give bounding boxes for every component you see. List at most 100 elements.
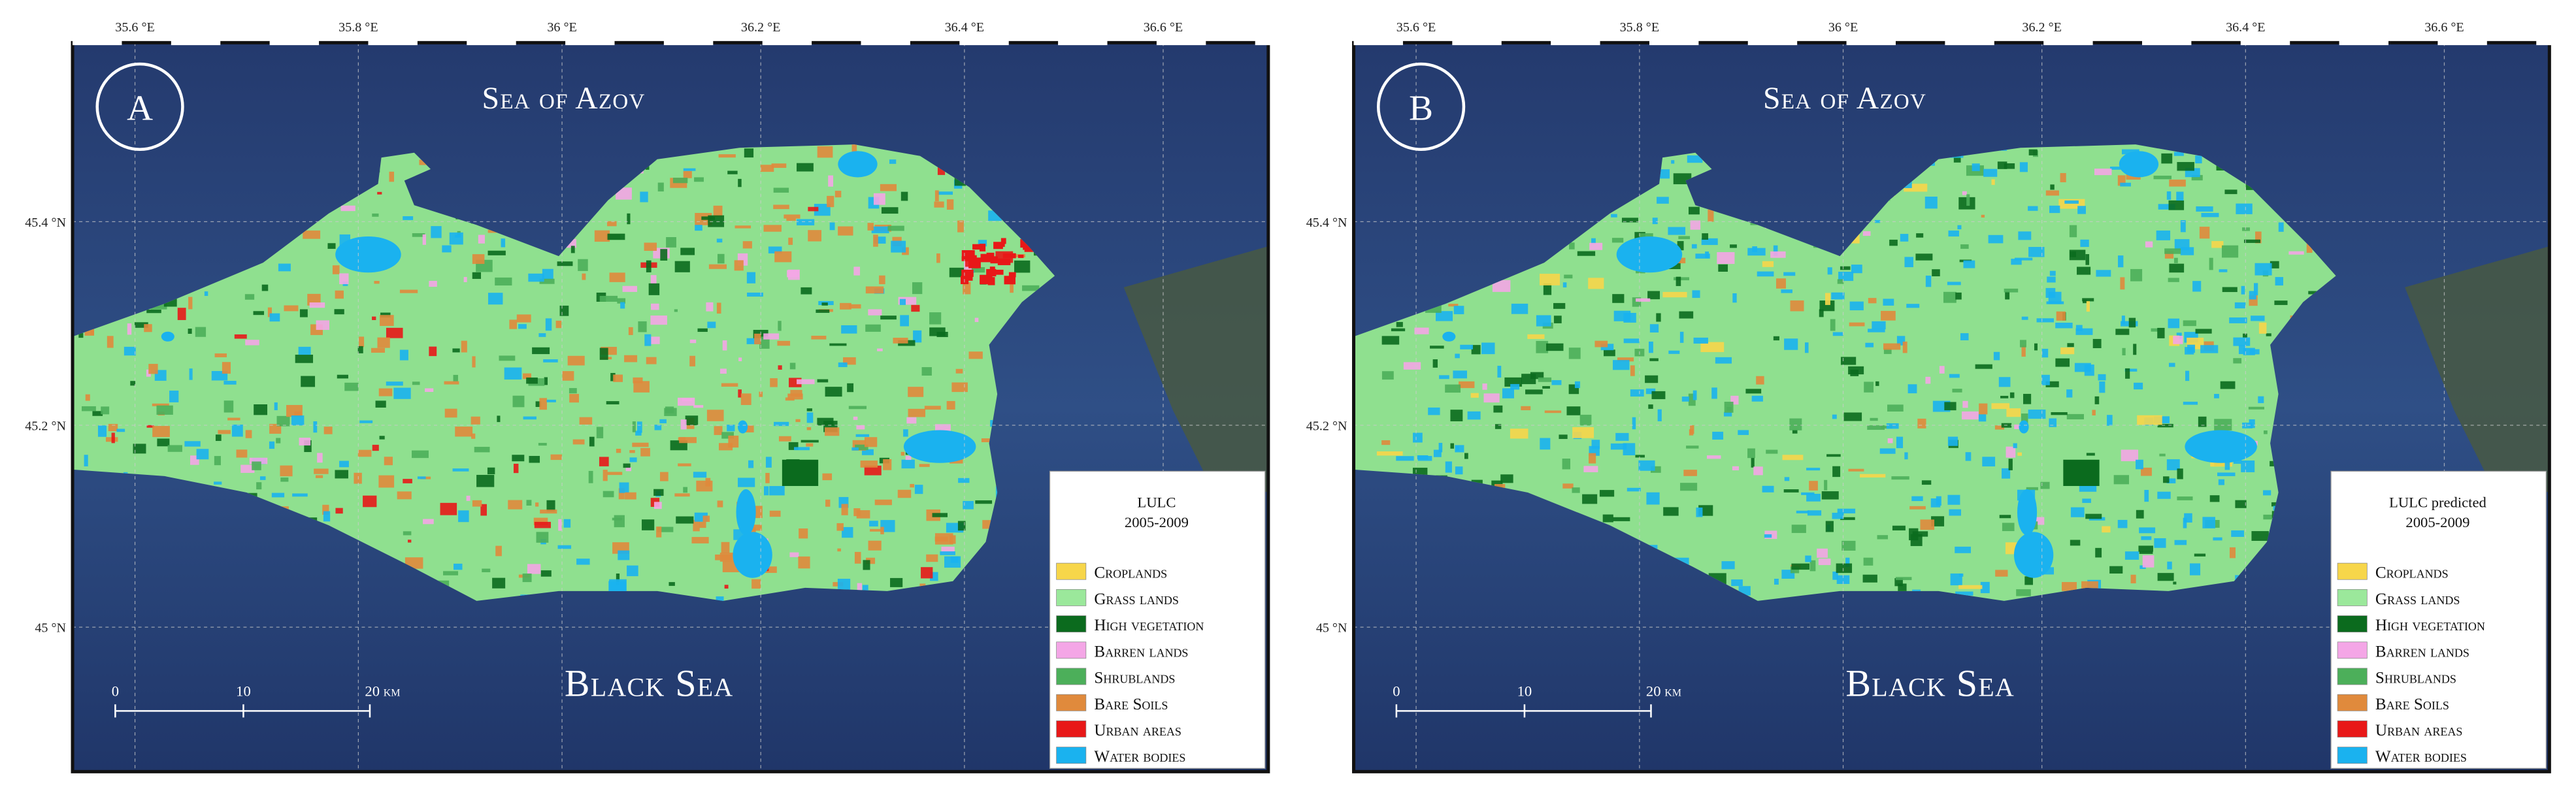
land-cover-patch [737,477,755,487]
land-cover-patch [1962,411,1979,420]
land-cover-patch [1809,481,1818,491]
land-cover-patch [786,218,796,221]
land-cover-patch [377,191,382,195]
urban-patch [990,269,1004,275]
land-cover-patch [724,585,729,589]
legend-swatch [2337,668,2368,685]
land-cover-patch [1711,387,1717,399]
land-cover-patch [1604,349,1615,357]
land-cover-patch [1652,218,1658,225]
land-cover-patch [2048,291,2062,304]
legend-label: Bare Soils [2375,696,2449,713]
land-cover-patch [1464,453,1468,459]
land-cover-patch [2002,523,2015,532]
land-cover-patch [116,429,125,432]
land-cover-patch [1546,343,1564,351]
land-cover-patch [1955,292,1962,300]
land-cover-patch [535,401,541,408]
land-cover-patch [363,495,377,508]
land-cover-patch [2169,179,2186,187]
land-cover-patch [926,554,938,562]
land-cover-patch [893,338,908,344]
land-cover-patch [588,470,593,483]
land-cover-patch [476,474,495,487]
land-cover-patch [1949,509,1962,516]
land-cover-patch [557,545,572,549]
land-cover-patch [1983,169,1998,177]
land-cover-patch [1955,591,1973,596]
land-cover-patch [934,190,939,202]
land-cover-patch [2241,285,2245,295]
land-cover-patch [1841,540,1856,551]
land-cover-patch [1649,324,1659,333]
land-cover-patch [1455,466,1463,475]
land-cover-patch [853,508,861,517]
land-cover-patch [2213,537,2222,541]
land-cover-patch [412,233,425,237]
land-cover-patch [1483,393,1500,403]
land-cover-patch [1010,283,1014,293]
land-cover-patch [1510,383,1520,390]
land-cover-patch [314,468,329,474]
land-cover-patch [1417,455,1428,460]
urban-patch [974,259,981,268]
land-cover-patch [2113,475,2129,485]
land-cover-patch [2049,205,2060,214]
land-cover-patch [223,381,237,385]
land-cover-patch [444,408,457,418]
land-cover-patch [461,340,467,353]
land-cover-patch [919,464,930,467]
land-cover-patch [656,526,662,538]
land-cover-patch [1621,218,1638,223]
land-cover-patch [754,333,761,345]
legend-title: LULC predicted [2389,494,2486,511]
land-cover-patch [144,324,152,332]
land-cover-patch [2050,184,2055,190]
land-cover-patch [1649,358,1659,361]
land-cover-patch [716,596,724,601]
land-cover-patch [674,309,678,312]
land-cover-patch [1589,242,1603,250]
water-body [736,489,756,536]
land-cover-patch [865,286,884,294]
land-cover-patch [2258,396,2264,404]
land-cover-patch [1988,235,2004,244]
land-cover-patch [152,403,169,406]
land-cover-patch [974,317,979,322]
land-cover-patch [2166,459,2180,470]
land-cover-patch [672,178,688,184]
land-cover-patch [693,472,707,478]
land-cover-patch [798,556,810,569]
land-cover-patch [267,307,272,317]
land-cover-patch [240,464,255,473]
land-cover-patch [1591,238,1596,244]
legend-title: LULC [1137,494,1176,511]
land-cover-patch [746,272,756,283]
land-cover-patch [607,472,623,476]
land-cover-patch [2263,490,2271,496]
land-cover-patch [1615,432,1629,441]
land-cover-patch [146,310,161,314]
land-cover-patch [632,442,649,447]
land-cover-patch [2120,182,2131,187]
land-cover-patch [629,450,635,453]
land-cover-patch [765,457,772,468]
land-cover-patch [223,400,234,413]
land-cover-patch [618,488,625,500]
lon-tick-label: 36 °E [547,20,576,35]
legend-label: Urban areas [1094,722,1181,739]
land-cover-patch [2249,419,2255,429]
land-cover-patch [787,393,803,400]
land-cover-patch [825,499,831,507]
land-cover-patch [865,324,881,332]
land-cover-patch [706,410,724,421]
land-cover-patch [1900,234,1909,242]
land-cover-patch [2002,468,2011,479]
land-cover-patch [740,393,751,406]
frame-tick [1551,40,1600,46]
land-cover-patch [2021,345,2026,357]
land-cover-patch [834,191,842,198]
land-cover-patch [371,348,386,353]
land-cover-patch [222,362,231,374]
land-cover-patch [2153,175,2172,180]
